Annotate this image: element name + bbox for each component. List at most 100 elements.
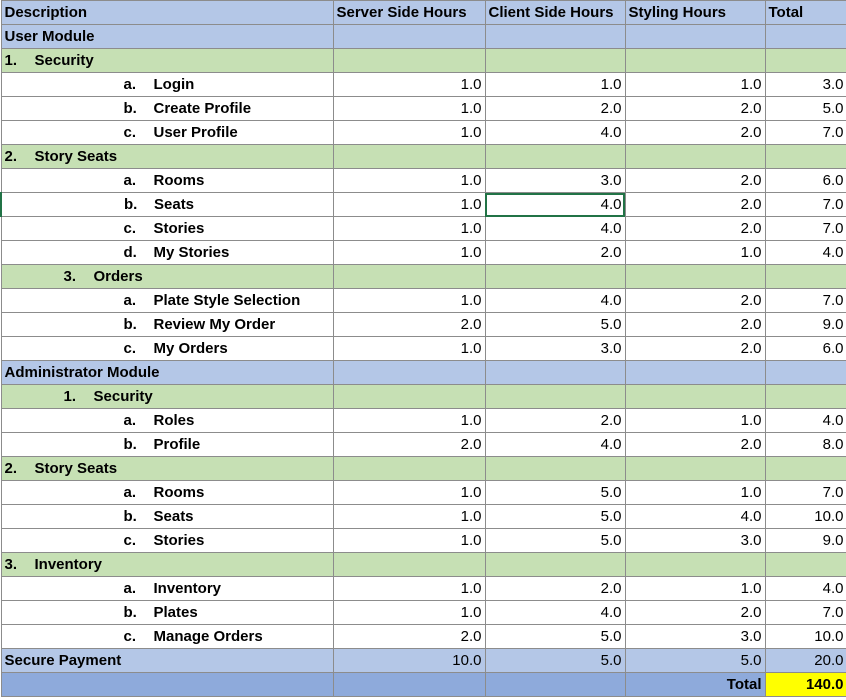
styling-hours-cell[interactable] — [624, 360, 766, 385]
header-server-side-hours[interactable]: Server Side Hours — [332, 0, 486, 25]
client-hours-cell[interactable]: 3.0 — [484, 168, 626, 193]
module-label-cell[interactable]: Administrator Module — [0, 360, 334, 385]
section-label-cell[interactable]: 2. Story Seats — [0, 144, 334, 169]
total-hours-cell[interactable]: 7.0 — [764, 192, 846, 217]
client-hours-cell[interactable]: 3.0 — [484, 336, 626, 361]
styling-hours-cell[interactable] — [624, 456, 766, 481]
section-label-cell[interactable]: 1. Security — [0, 384, 334, 409]
client-hours-cell[interactable]: 2.0 — [484, 96, 626, 121]
module-label-cell[interactable]: User Module — [0, 24, 334, 49]
client-hours-cell[interactable]: 5.0 — [484, 504, 626, 529]
styling-hours-cell[interactable]: 1.0 — [624, 408, 766, 433]
item-label-cell[interactable]: c. My Orders — [0, 336, 334, 361]
total-hours-cell[interactable]: 7.0 — [764, 480, 846, 505]
item-label-cell[interactable]: a. Rooms — [0, 480, 334, 505]
styling-hours-cell[interactable]: 3.0 — [624, 528, 766, 553]
server-hours-cell[interactable] — [332, 144, 486, 169]
styling-hours-cell[interactable] — [624, 48, 766, 73]
total-hours-cell[interactable] — [764, 144, 846, 169]
total-hours-cell[interactable]: 9.0 — [764, 312, 846, 337]
server-hours-cell[interactable] — [332, 456, 486, 481]
client-hours-cell[interactable]: 4.0 — [484, 600, 626, 625]
payment-label-cell[interactable]: Secure Payment — [0, 648, 334, 673]
item-label-cell[interactable]: b. Plates — [0, 600, 334, 625]
total-hours-cell[interactable] — [764, 264, 846, 289]
server-hours-cell[interactable] — [332, 384, 486, 409]
styling-hours-cell[interactable]: 2.0 — [624, 192, 766, 217]
client-hours-cell[interactable]: 4.0 — [484, 192, 626, 217]
server-hours-cell[interactable] — [332, 24, 486, 49]
total-hours-cell[interactable]: 7.0 — [764, 288, 846, 313]
server-hours-cell[interactable]: 1.0 — [332, 504, 486, 529]
total-hours-cell[interactable]: 7.0 — [764, 600, 846, 625]
item-label-cell[interactable]: d. My Stories — [0, 240, 334, 265]
total-hours-cell[interactable]: 10.0 — [764, 624, 846, 649]
client-hours-cell[interactable]: 5.0 — [484, 312, 626, 337]
header-description[interactable]: Description — [0, 0, 334, 25]
server-hours-cell[interactable]: 1.0 — [332, 192, 486, 217]
item-label-cell[interactable]: a. Rooms — [0, 168, 334, 193]
total-hours-cell[interactable]: 4.0 — [764, 408, 846, 433]
section-label-cell[interactable]: 3. Inventory — [0, 552, 334, 577]
total-hours-cell[interactable]: 5.0 — [764, 96, 846, 121]
server-hours-cell[interactable]: 1.0 — [332, 336, 486, 361]
server-hours-cell[interactable]: 2.0 — [332, 432, 486, 457]
styling-hours-cell[interactable]: 1.0 — [624, 72, 766, 97]
server-hours-cell[interactable]: 1.0 — [332, 480, 486, 505]
total-hours-cell[interactable] — [764, 360, 846, 385]
total-hours-cell[interactable]: 6.0 — [764, 168, 846, 193]
client-hours-cell[interactable]: 4.0 — [484, 432, 626, 457]
styling-hours-cell[interactable] — [624, 552, 766, 577]
client-hours-cell[interactable] — [484, 360, 626, 385]
styling-hours-cell[interactable]: 1.0 — [624, 240, 766, 265]
item-label-cell[interactable]: c. Stories — [0, 216, 334, 241]
total-hours-cell[interactable]: 4.0 — [764, 240, 846, 265]
item-label-cell[interactable]: b. Review My Order — [0, 312, 334, 337]
server-hours-cell[interactable]: 1.0 — [332, 216, 486, 241]
client-hours-cell[interactable] — [484, 552, 626, 577]
total-hours-cell[interactable]: 9.0 — [764, 528, 846, 553]
server-hours-cell[interactable]: 10.0 — [332, 648, 486, 673]
header-total[interactable]: Total — [764, 0, 846, 25]
client-hours-cell[interactable] — [484, 24, 626, 49]
client-hours-cell[interactable]: 5.0 — [484, 648, 626, 673]
styling-hours-cell[interactable]: 5.0 — [624, 648, 766, 673]
item-label-cell[interactable]: b. Profile — [0, 432, 334, 457]
server-hours-cell[interactable] — [332, 48, 486, 73]
client-hours-cell[interactable] — [484, 456, 626, 481]
styling-hours-cell[interactable] — [624, 24, 766, 49]
item-label-cell[interactable]: c. User Profile — [0, 120, 334, 145]
item-label-cell[interactable]: b. Seats — [0, 504, 334, 529]
total-hours-cell[interactable]: 7.0 — [764, 216, 846, 241]
item-label-cell[interactable]: a. Plate Style Selection — [0, 288, 334, 313]
styling-hours-cell[interactable]: 2.0 — [624, 168, 766, 193]
total-hours-cell[interactable]: 6.0 — [764, 336, 846, 361]
server-hours-cell[interactable]: 1.0 — [332, 120, 486, 145]
server-hours-cell[interactable]: 1.0 — [332, 600, 486, 625]
client-hours-cell[interactable] — [484, 144, 626, 169]
item-label-cell[interactable]: b. Seats — [0, 192, 334, 217]
styling-hours-cell[interactable]: 2.0 — [624, 96, 766, 121]
section-label-cell[interactable]: 1. Security — [0, 48, 334, 73]
client-hours-cell[interactable]: 2.0 — [484, 576, 626, 601]
total-hours-cell[interactable]: 8.0 — [764, 432, 846, 457]
client-hours-cell[interactable]: 5.0 — [484, 480, 626, 505]
item-label-cell[interactable]: a. Roles — [0, 408, 334, 433]
styling-hours-cell[interactable]: 2.0 — [624, 600, 766, 625]
item-label-cell[interactable]: a. Login — [0, 72, 334, 97]
server-hours-cell[interactable] — [332, 264, 486, 289]
server-hours-cell[interactable]: 1.0 — [332, 72, 486, 97]
header-styling-hours[interactable]: Styling Hours — [624, 0, 766, 25]
server-hours-cell[interactable]: 1.0 — [332, 168, 486, 193]
item-label-cell[interactable]: c. Manage Orders — [0, 624, 334, 649]
item-label-cell[interactable]: b. Create Profile — [0, 96, 334, 121]
styling-hours-cell[interactable]: 1.0 — [624, 576, 766, 601]
client-hours-cell[interactable]: 1.0 — [484, 72, 626, 97]
server-hours-cell[interactable]: 1.0 — [332, 288, 486, 313]
client-hours-cell[interactable] — [484, 48, 626, 73]
total-hours-cell[interactable] — [764, 24, 846, 49]
section-label-cell[interactable]: 2. Story Seats — [0, 456, 334, 481]
client-hours-cell[interactable]: 4.0 — [484, 216, 626, 241]
server-hours-cell[interactable]: 2.0 — [332, 624, 486, 649]
grand-total-label[interactable]: Total — [624, 672, 766, 697]
